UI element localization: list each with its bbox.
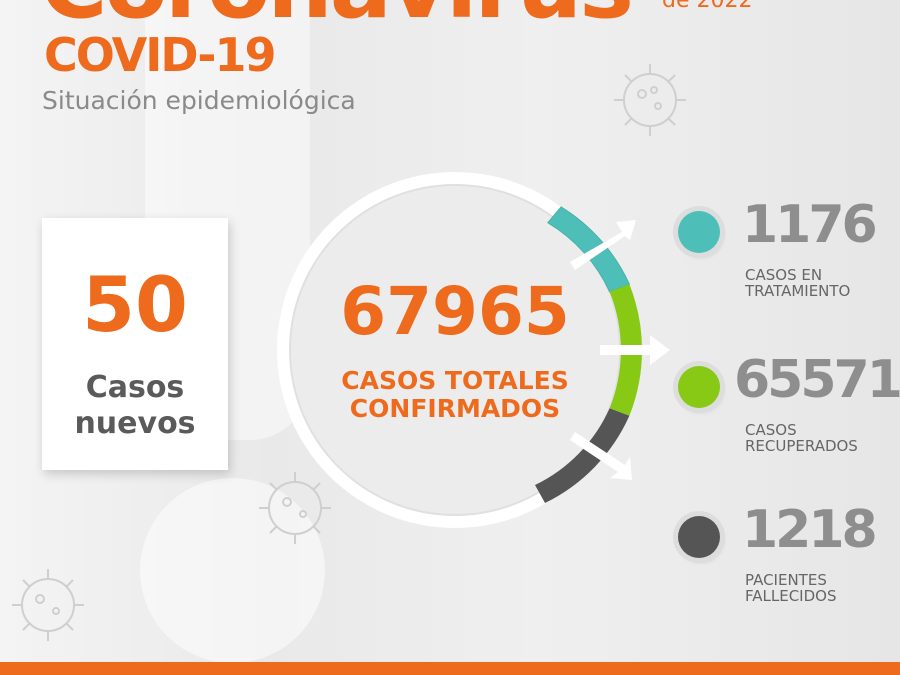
total-cases-label-2: CONFIRMADOS [349, 394, 561, 423]
stat-value: 1218 [742, 500, 878, 560]
arrow-treatment [570, 220, 636, 270]
total-cases: 67965 CASOS TOTALES CONFIRMADOS [300, 275, 610, 423]
total-cases-label-1: CASOS TOTALES [341, 366, 569, 395]
new-cases-label-1: Casos [85, 370, 185, 405]
stat-value: 65571 [734, 350, 900, 410]
virus-icon [614, 64, 686, 136]
stat-label: CASOS EN TRATAMIENTO [745, 266, 851, 300]
virus-icon [12, 569, 84, 641]
ring-segment-deceased [535, 408, 630, 503]
date-text: de 2022 [662, 0, 753, 13]
arrow-recovered [600, 335, 670, 365]
background-dot [140, 478, 325, 663]
gray-dot-icon [678, 516, 720, 558]
new-cases-card: 50 Casos nuevos [42, 218, 228, 470]
new-cases-value: 50 [82, 260, 188, 349]
total-cases-value: 67965 [340, 273, 570, 350]
total-ring [277, 172, 670, 528]
stat-value: 1176 [742, 195, 878, 255]
arrow-deceased [570, 432, 632, 480]
green-dot-icon [678, 366, 720, 408]
teal-dot-icon [678, 211, 720, 253]
subtitle: COVID-19 [44, 28, 276, 82]
caption: Situación epidemiológica [42, 86, 356, 115]
new-cases-label-2: nuevos [74, 406, 196, 441]
main-title: Coronavirus [40, 0, 634, 39]
virus-icon [259, 472, 331, 544]
footer-bar [0, 662, 900, 675]
stat-label: CASOS RECUPERADOS [745, 421, 858, 455]
stat-label: PACIENTES FALLECIDOS [745, 571, 837, 605]
